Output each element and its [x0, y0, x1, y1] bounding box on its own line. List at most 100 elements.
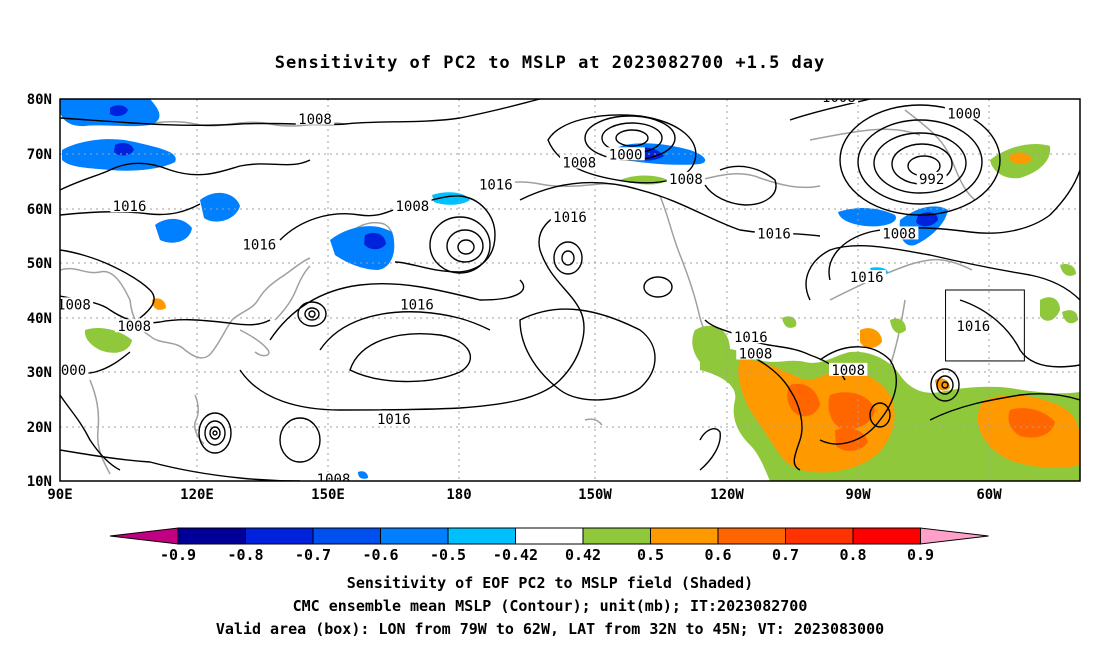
contour-asia-north	[60, 159, 311, 191]
lon-tick-150w: 150W	[578, 487, 612, 503]
lon-tick-120w: 120W	[710, 487, 744, 503]
contour-label: 1008	[117, 319, 151, 335]
contour-1016-china	[60, 249, 155, 319]
east-asia-coast	[60, 257, 311, 359]
colorbar-swatch	[515, 527, 584, 545]
colorbar: -0.9 -0.8 -0.7 -0.6 -0.5 -0.42 0.42 0.5 0.6 0.7 0.…	[109, 527, 989, 564]
colorbar-swatch	[380, 527, 449, 545]
contour-label-bg	[550, 210, 590, 224]
contour-1016-atlantic	[805, 245, 1080, 301]
contour-1008-greenland	[789, 99, 871, 121]
caption-line-2: CMC ensemble mean MSLP (Contour); unit(m…	[293, 597, 808, 615]
contour-label: 1016	[757, 226, 791, 242]
lon-tick-90e: 90E	[47, 487, 72, 503]
lon-tick-180: 180	[446, 487, 471, 503]
colorbar-swatch	[650, 527, 719, 545]
contour-label-bg	[114, 319, 154, 333]
contour-label-bg	[736, 346, 775, 360]
contour-label-bg	[560, 155, 599, 169]
lon-tick-labels: 90E 120E 150E 180 150W 120W 90W 60W	[47, 487, 1002, 503]
contour-label: 1000	[947, 106, 981, 122]
contour-1004-sea	[60, 394, 121, 471]
colorbar-level-label: 0.8	[839, 546, 866, 564]
colorbar-high-extend	[920, 527, 989, 545]
colorbar-level-label: 0.5	[637, 546, 664, 564]
contour-label: 1008	[831, 363, 865, 379]
contour-label-bg	[314, 472, 353, 481]
contour-label-bg	[754, 226, 794, 240]
map-title: Sensitivity of PC2 to MSLP at 2023082700…	[275, 53, 826, 73]
contour-label-bg	[374, 411, 414, 425]
colorbar-swatch	[582, 527, 651, 545]
contour-label: 1000	[609, 147, 643, 163]
contour-label: 1016	[113, 199, 147, 215]
lon-tick-60w: 60W	[976, 487, 1002, 503]
contour-label-bg	[666, 171, 706, 185]
contour-label: 1008	[562, 155, 596, 171]
contour-label: 992	[919, 172, 944, 188]
contour-label: 1016	[553, 210, 587, 226]
lat-tick-10n: 10N	[27, 474, 52, 490]
arctic-islands-coast	[809, 128, 921, 141]
contour-1016-pacific	[269, 279, 525, 341]
contour-1008-arctic-low	[547, 114, 697, 184]
contour-1016-tropical-atlantic	[929, 393, 1080, 421]
contour-1024-pacific	[349, 333, 472, 383]
contour-label-bg	[847, 270, 886, 284]
colorbar-low-extend	[109, 527, 179, 545]
colorbar-level-label: -0.6	[362, 546, 398, 564]
colorbar-level-label: -0.9	[160, 546, 196, 564]
contour-label-bg	[60, 297, 94, 311]
greenland-coast	[904, 109, 976, 201]
contour-label: 1016	[734, 330, 768, 346]
contour-label: 1008	[882, 226, 916, 242]
contour-label-bg	[476, 177, 516, 191]
contour-1008-north	[60, 99, 541, 127]
colorbar-level-label: -0.42	[493, 546, 538, 564]
contour-label-bg	[944, 106, 984, 120]
canada-arctic-coast	[699, 173, 821, 189]
colorbar-level-label: 0.42	[565, 546, 601, 564]
contour-label-bg	[110, 199, 149, 213]
contour-label: 1016	[850, 270, 884, 286]
contour-label: 1016	[377, 412, 411, 428]
contour-label-bg	[828, 362, 868, 376]
contour-label: 1008	[739, 346, 773, 362]
valid-area-box	[945, 289, 1025, 362]
contour-east-pacific-trough	[699, 428, 721, 471]
lat-tick-80n: 80N	[27, 92, 52, 108]
contour-label: 1016	[479, 177, 513, 193]
contour-1008-canada	[704, 165, 777, 206]
caption-line-3: Valid area (box): LON from 79W to 62W, L…	[216, 620, 884, 638]
colorbar-level-label: 0.7	[772, 546, 799, 564]
hawaii-coast	[584, 418, 603, 426]
contour-1016-pacific-inner	[319, 311, 491, 351]
colorbar-level-label: -0.8	[227, 546, 263, 564]
contour-label: 1000	[52, 363, 86, 379]
japan-coast	[274, 265, 311, 321]
contour-label: 1016	[243, 237, 277, 253]
mslp-contours	[60, 99, 1080, 481]
contour-label-bg	[240, 237, 279, 251]
colorbar-level-label: -0.5	[430, 546, 466, 564]
caption-line-1: Sensitivity of EOF PC2 to MSLP field (Sh…	[347, 574, 753, 592]
contour-1008-china	[60, 295, 271, 326]
lat-tick-labels: 80N 70N 60N 50N 40N 30N 20N 10N	[27, 92, 52, 490]
colorbar-swatch	[852, 527, 921, 545]
colorbar-level-label: 0.6	[704, 546, 731, 564]
contour-label-bg	[954, 319, 993, 333]
lon-tick-150e: 150E	[311, 487, 345, 503]
lat-tick-20n: 20N	[27, 420, 52, 436]
contour-label-bg	[60, 362, 89, 376]
contour-1016-asia	[60, 203, 201, 216]
contour-1008-mexico	[739, 349, 803, 471]
lat-tick-60n: 60N	[27, 202, 52, 218]
colorbar-swatch	[717, 527, 786, 545]
colorbar-labels: -0.9 -0.8 -0.7 -0.6 -0.5 -0.42 0.42 0.5 0.6 0.7 0.…	[160, 546, 934, 564]
contour-label-bg	[397, 297, 437, 311]
contour-label: 1016	[400, 297, 434, 313]
lat-tick-30n: 30N	[27, 365, 52, 381]
colorbar-swatch	[177, 527, 246, 545]
